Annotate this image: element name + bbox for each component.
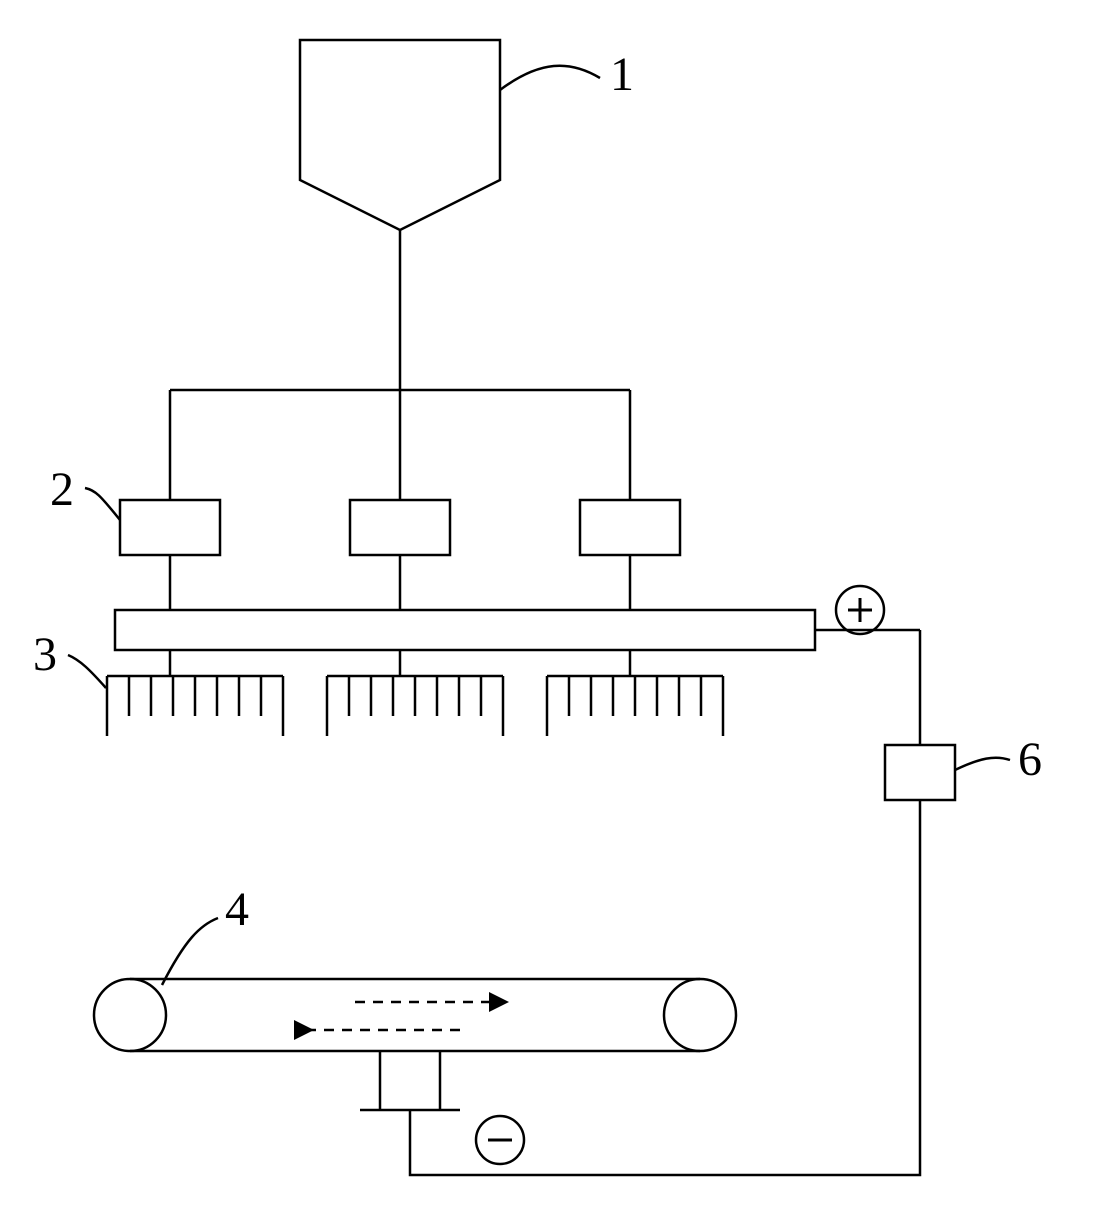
power-supply-box xyxy=(885,745,955,800)
pump-box-0 xyxy=(120,500,220,555)
pump-box-1 xyxy=(350,500,450,555)
pump-leader xyxy=(85,488,120,520)
pump-label: 2 xyxy=(50,463,74,516)
hopper-outline xyxy=(300,40,500,230)
needle-label: 3 xyxy=(33,628,57,681)
hopper-label: 1 xyxy=(610,48,634,101)
power-supply-leader xyxy=(955,758,1010,770)
conveyor-leader xyxy=(162,918,218,985)
power-supply-label: 6 xyxy=(1018,733,1042,786)
roller-left xyxy=(94,979,166,1051)
roller-right xyxy=(664,979,736,1051)
conveyor-label: 4 xyxy=(225,883,249,936)
pump-box-2 xyxy=(580,500,680,555)
hopper-leader xyxy=(500,66,600,90)
needle-leader xyxy=(68,655,106,688)
electrode-bar xyxy=(115,610,815,650)
